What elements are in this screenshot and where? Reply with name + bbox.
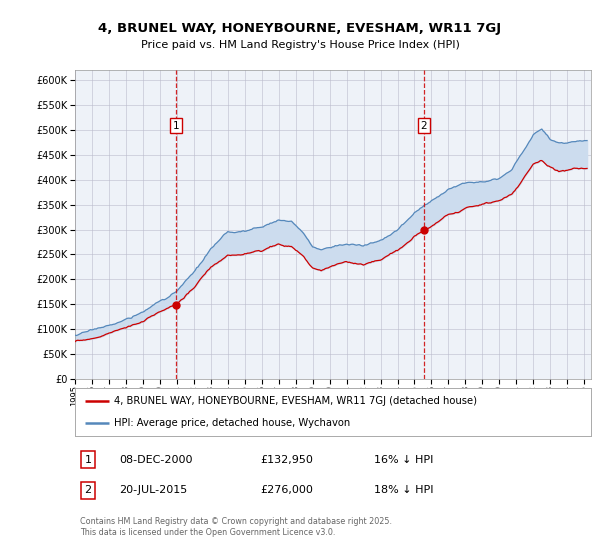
Text: 2: 2 bbox=[421, 120, 427, 130]
Text: 2: 2 bbox=[85, 486, 91, 496]
Text: 1: 1 bbox=[173, 120, 179, 130]
Text: 1: 1 bbox=[85, 455, 91, 464]
Text: £132,950: £132,950 bbox=[261, 455, 314, 464]
Text: 08-DEC-2000: 08-DEC-2000 bbox=[119, 455, 193, 464]
Text: 4, BRUNEL WAY, HONEYBOURNE, EVESHAM, WR11 7GJ (detached house): 4, BRUNEL WAY, HONEYBOURNE, EVESHAM, WR1… bbox=[114, 396, 476, 406]
Text: Contains HM Land Registry data © Crown copyright and database right 2025.
This d: Contains HM Land Registry data © Crown c… bbox=[80, 517, 392, 536]
Text: HPI: Average price, detached house, Wychavon: HPI: Average price, detached house, Wych… bbox=[114, 418, 350, 428]
Text: 20-JUL-2015: 20-JUL-2015 bbox=[119, 486, 187, 496]
Text: 18% ↓ HPI: 18% ↓ HPI bbox=[374, 486, 434, 496]
Text: £276,000: £276,000 bbox=[261, 486, 314, 496]
Text: Price paid vs. HM Land Registry's House Price Index (HPI): Price paid vs. HM Land Registry's House … bbox=[140, 40, 460, 50]
Text: 4, BRUNEL WAY, HONEYBOURNE, EVESHAM, WR11 7GJ: 4, BRUNEL WAY, HONEYBOURNE, EVESHAM, WR1… bbox=[98, 22, 502, 35]
Text: 16% ↓ HPI: 16% ↓ HPI bbox=[374, 455, 434, 464]
